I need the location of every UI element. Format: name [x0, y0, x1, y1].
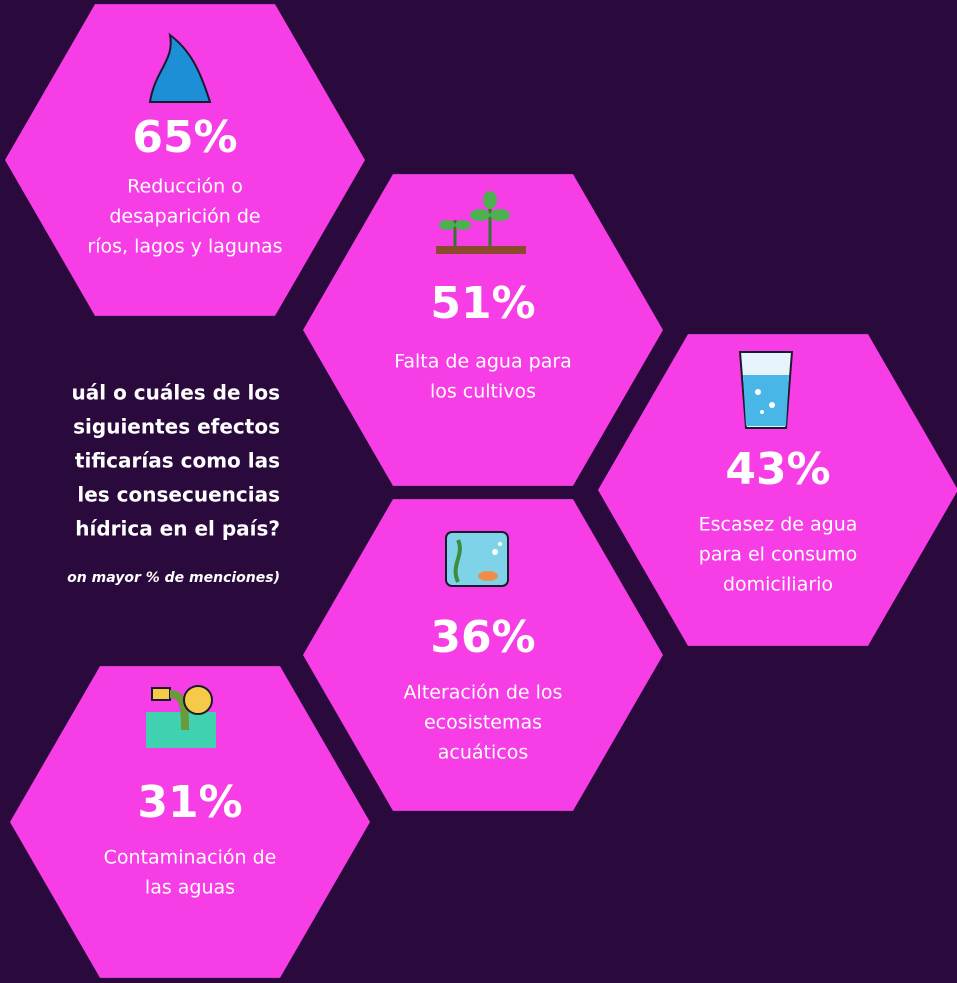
percentage: 65% — [132, 112, 237, 163]
item-label: Contaminación de — [104, 847, 277, 869]
question: uál o cuáles de los siguientes efectos t… — [67, 381, 280, 587]
item-label: Falta de agua para — [394, 351, 572, 373]
question-line: uál o cuáles de los — [72, 381, 280, 405]
hexagon — [598, 334, 957, 646]
question-line: les consecuencias — [77, 483, 280, 507]
item-label: para el consumo — [699, 544, 857, 566]
icons — [146, 32, 794, 748]
icon-plants — [436, 191, 526, 254]
item-label: ecosistemas — [424, 712, 542, 734]
hexagons — [5, 4, 957, 978]
icon-water — [148, 32, 212, 103]
percentage: 31% — [137, 777, 242, 828]
item-label: los cultivos — [430, 381, 536, 403]
item-label: domiciliario — [723, 574, 833, 596]
item-label: Escasez de agua — [699, 514, 858, 536]
percentage: 36% — [430, 612, 535, 663]
icon-ecosystem — [445, 531, 509, 587]
percentage: 51% — [430, 278, 535, 329]
question-note: on mayor % de menciones) — [67, 570, 280, 586]
item-label: acuáticos — [438, 742, 528, 764]
question-line: hídrica en el país? — [75, 517, 280, 541]
hexagon — [5, 4, 365, 316]
hexagon — [303, 174, 663, 486]
item-label: las aguas — [145, 877, 235, 899]
item-label: ríos, lagos y lagunas — [87, 236, 282, 258]
hexagon — [303, 499, 663, 811]
percentage: 43% — [725, 444, 830, 495]
icon-pollution — [146, 685, 216, 748]
icon-glass — [738, 351, 794, 429]
hexagon — [10, 666, 370, 978]
question-line: siguientes efectos — [73, 415, 280, 439]
item-label: Reducción o — [127, 176, 243, 198]
item-texts: 65% Reducción o desaparición de ríos, lagos… — [87, 112, 857, 899]
question-line: tificarías como las — [75, 449, 280, 473]
item-label: desaparición de — [109, 206, 260, 228]
item-label: Alteración de los — [404, 682, 563, 704]
